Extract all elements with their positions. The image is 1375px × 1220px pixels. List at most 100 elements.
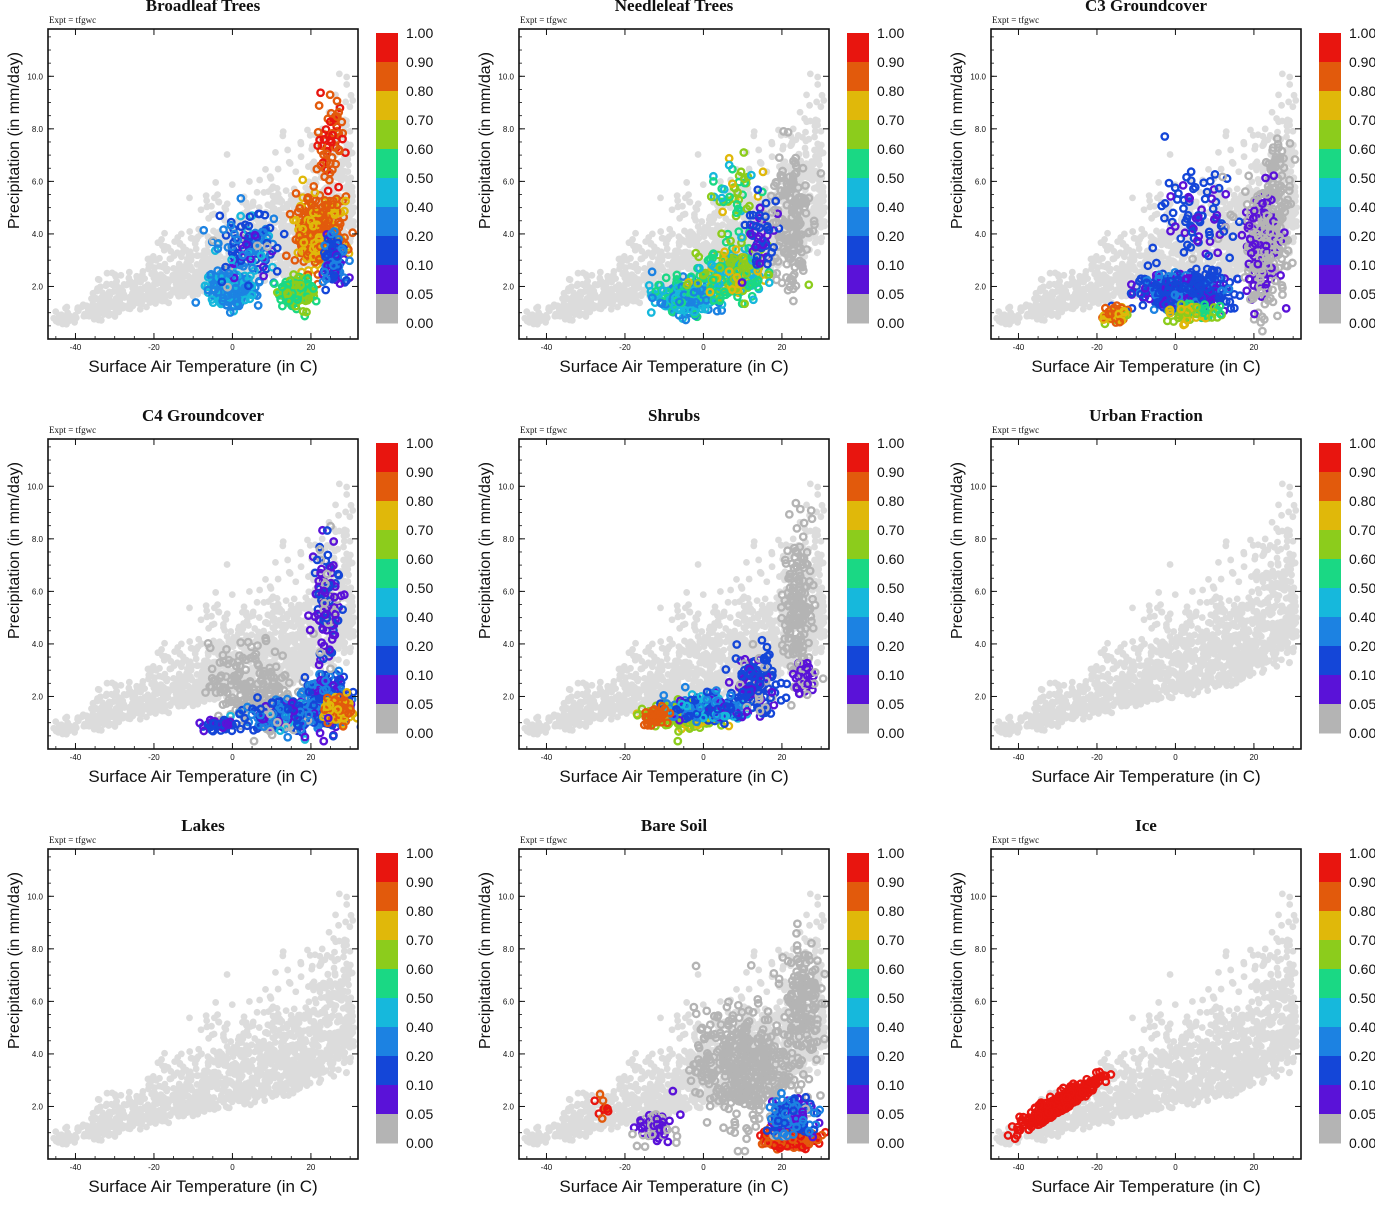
- data-point: [156, 272, 163, 279]
- data-point: [803, 91, 810, 98]
- data-point: [1129, 228, 1136, 235]
- data-point: [161, 230, 168, 237]
- data-point: [568, 302, 575, 309]
- data-point: [246, 178, 253, 185]
- y-axis-label: Precipitation (in mm/day): [6, 79, 24, 229]
- y-tick-label: 4.0: [503, 230, 515, 239]
- data-point: [229, 181, 236, 188]
- data-point: [264, 201, 271, 208]
- data-point: [649, 231, 656, 238]
- colorbar-segment: [847, 178, 869, 208]
- x-tick-label: 20: [777, 343, 786, 352]
- data-point: [177, 241, 184, 248]
- data-point: [325, 188, 331, 194]
- data-point: [224, 200, 231, 207]
- colorbar-segment: [376, 62, 398, 92]
- x-tick-label: 0: [230, 343, 235, 352]
- data-point: [162, 243, 169, 250]
- x-tick-label: 20: [306, 343, 315, 352]
- data-point: [657, 228, 664, 235]
- data-point: [799, 134, 806, 141]
- colorbar-label: 0.05: [877, 286, 904, 302]
- data-point: [666, 233, 673, 240]
- data-point: [575, 270, 582, 277]
- data-point: [714, 308, 720, 314]
- data-point: [256, 177, 263, 184]
- data-point: [621, 271, 628, 278]
- data-point: [797, 109, 804, 116]
- colorbar-segment: [376, 207, 398, 237]
- data-point: [192, 279, 199, 286]
- x-axis-label: Surface Air Temperature (in C): [519, 357, 829, 377]
- data-point: [776, 154, 782, 160]
- data-point: [773, 277, 779, 283]
- data-point: [147, 293, 154, 300]
- data-point: [173, 275, 180, 282]
- data-point: [1275, 91, 1282, 98]
- data-point: [683, 179, 690, 186]
- data-point: [108, 281, 115, 288]
- data-point: [145, 256, 152, 263]
- data-point: [53, 318, 60, 325]
- data-point: [272, 149, 279, 156]
- data-point: [648, 309, 654, 315]
- data-point: [543, 312, 550, 319]
- data-point: [710, 178, 716, 184]
- data-point: [641, 265, 648, 272]
- data-point: [238, 223, 244, 229]
- colorbar-segment: [847, 236, 869, 266]
- data-point: [60, 314, 67, 321]
- colorbar-segment: [847, 207, 869, 237]
- data-point: [238, 195, 244, 201]
- data-point: [256, 279, 262, 285]
- data-point: [572, 309, 579, 316]
- y-tick-label: 6.0: [503, 177, 515, 186]
- data-point: [72, 312, 79, 319]
- data-point: [63, 304, 70, 311]
- data-point: [342, 99, 349, 106]
- data-point: [693, 206, 700, 213]
- data-point: [104, 270, 111, 277]
- data-point: [334, 174, 341, 181]
- data-point: [595, 281, 602, 288]
- data-point: [814, 141, 821, 148]
- data-points: [521, 70, 828, 327]
- colorbar-label: 0.80: [406, 83, 433, 99]
- data-point: [183, 283, 190, 290]
- x-tick-label: 0: [701, 343, 706, 352]
- colorbar-label: 0.90: [877, 54, 904, 70]
- data-point: [322, 287, 328, 293]
- x-tick-label: -40: [541, 343, 553, 352]
- data-point: [212, 179, 219, 186]
- data-point: [202, 254, 209, 261]
- data-point: [687, 228, 694, 235]
- data-point: [813, 235, 820, 242]
- data-point: [698, 218, 705, 225]
- data-point: [203, 197, 210, 204]
- data-point: [341, 168, 348, 175]
- data-point: [212, 257, 219, 264]
- data-point: [81, 311, 88, 318]
- colorbar-label: 0.70: [406, 112, 433, 128]
- data-point: [812, 205, 819, 212]
- data-point: [567, 276, 574, 283]
- data-point: [133, 292, 140, 299]
- data-point: [608, 286, 615, 293]
- data-point: [316, 102, 322, 108]
- data-point: [343, 74, 350, 81]
- data-point: [579, 281, 586, 288]
- colorbar-label: 0.60: [877, 141, 904, 157]
- data-point: [813, 99, 820, 106]
- data-points: [993, 70, 1300, 334]
- data-point: [616, 283, 623, 290]
- data-point: [125, 305, 132, 312]
- colorbar-segment: [847, 91, 869, 121]
- data-point: [345, 185, 352, 192]
- data-point: [170, 265, 177, 272]
- data-point: [108, 311, 115, 318]
- data-point: [612, 275, 619, 282]
- data-point: [597, 294, 604, 301]
- data-point: [209, 211, 216, 218]
